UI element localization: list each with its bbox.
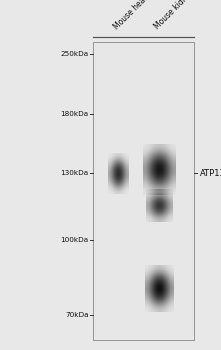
Text: 100kDa: 100kDa <box>60 237 88 243</box>
Text: Mouse heart: Mouse heart <box>112 0 152 32</box>
Text: 70kDa: 70kDa <box>65 312 88 318</box>
Text: ATP13A1: ATP13A1 <box>200 169 221 178</box>
Text: 180kDa: 180kDa <box>60 111 88 117</box>
Bar <box>93 42 194 340</box>
Text: Mouse kidney: Mouse kidney <box>153 0 196 32</box>
FancyBboxPatch shape <box>93 42 194 340</box>
Text: 250kDa: 250kDa <box>60 51 88 57</box>
Text: 130kDa: 130kDa <box>60 170 88 176</box>
